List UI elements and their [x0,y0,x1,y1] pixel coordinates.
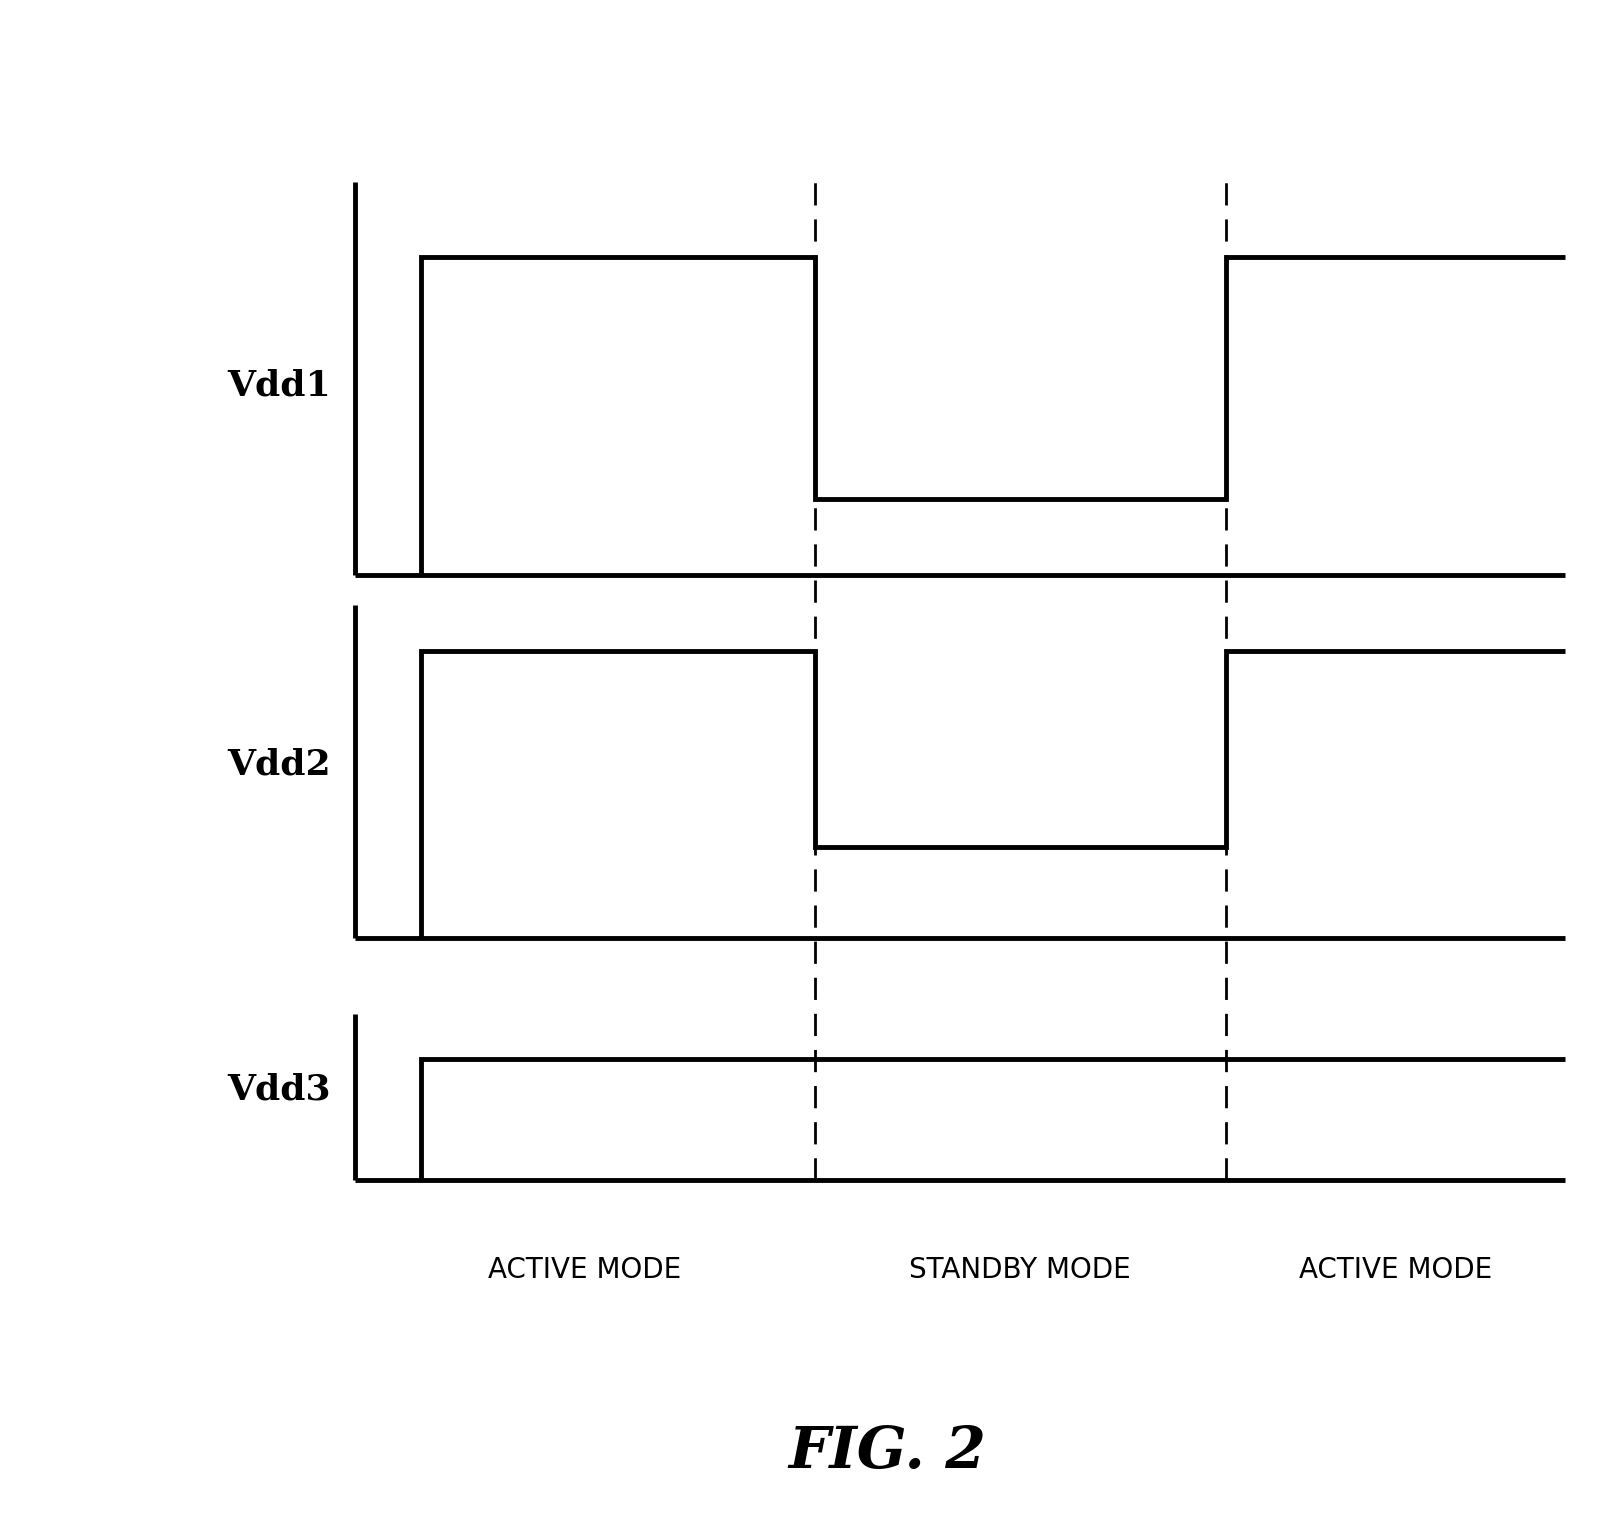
Text: Vdd2: Vdd2 [227,747,331,781]
Text: FIG. 2: FIG. 2 [789,1424,986,1481]
Text: Vdd3: Vdd3 [227,1073,331,1106]
Text: Vdd1: Vdd1 [227,369,331,402]
Text: STANDBY MODE: STANDBY MODE [910,1256,1131,1285]
Text: ACTIVE MODE: ACTIVE MODE [1298,1256,1492,1285]
Text: ACTIVE MODE: ACTIVE MODE [489,1256,681,1285]
